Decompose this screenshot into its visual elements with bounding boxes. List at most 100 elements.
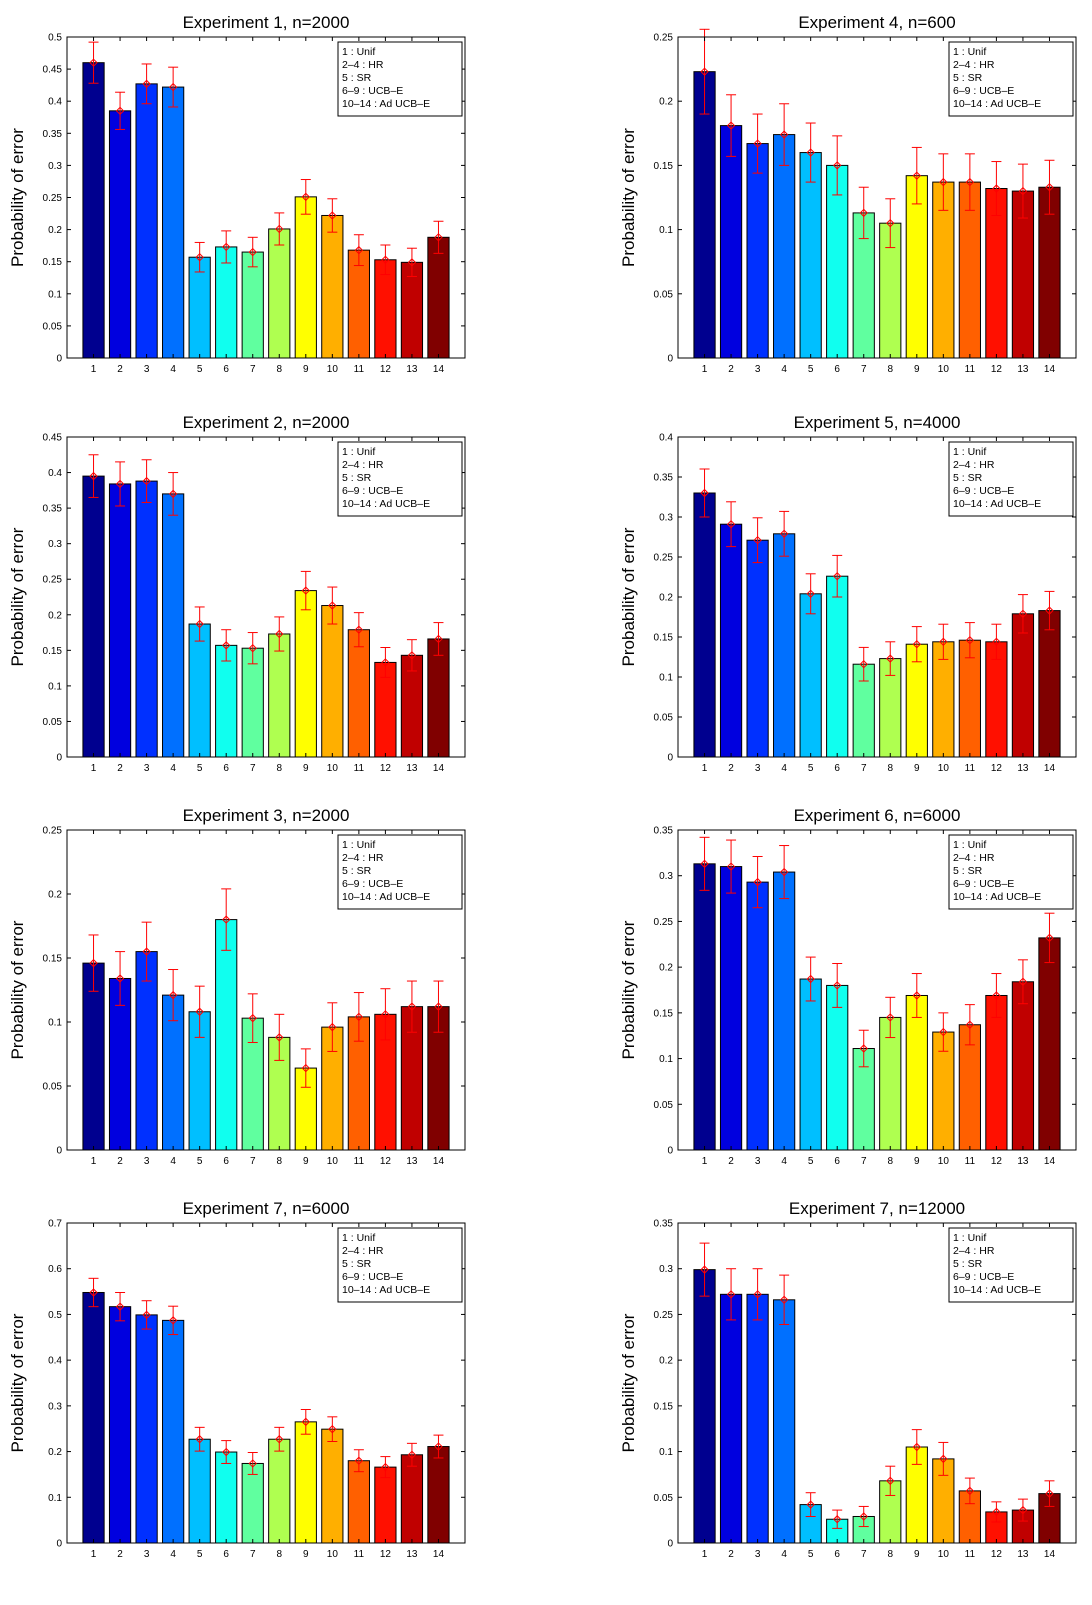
y-tick-label: 0.1 xyxy=(659,673,673,684)
x-tick-label: 2 xyxy=(728,364,734,375)
x-tick-label: 8 xyxy=(276,1549,282,1560)
mean-marker xyxy=(407,651,417,660)
mean-marker xyxy=(115,106,125,116)
mean-marker xyxy=(886,218,895,228)
x-tick-label: 13 xyxy=(406,763,418,774)
x-tick-label: 11 xyxy=(354,1549,365,1560)
x-tick-label: 13 xyxy=(1017,763,1029,774)
y-tick-label: 0 xyxy=(667,753,673,764)
x-tick-label: 2 xyxy=(117,763,123,774)
bar xyxy=(799,978,822,1151)
x-tick-label: 7 xyxy=(861,1156,867,1167)
bar xyxy=(82,1291,105,1544)
mean-marker xyxy=(195,252,204,262)
y-tick-label: 0.15 xyxy=(654,161,674,172)
legend-box xyxy=(948,1227,1074,1303)
y-tick-label: 0.1 xyxy=(659,1054,673,1065)
bar xyxy=(826,984,849,1151)
mean-marker xyxy=(434,233,443,242)
mean-marker xyxy=(779,1295,789,1305)
mean-marker xyxy=(726,862,736,871)
x-tick-label: 11 xyxy=(965,364,976,375)
bar xyxy=(374,1466,397,1544)
mean-marker xyxy=(912,639,922,649)
y-tick-label: 0.7 xyxy=(48,1219,62,1230)
bar xyxy=(719,1293,743,1544)
y-tick-label: 0.4 xyxy=(48,1356,62,1367)
mean-marker xyxy=(381,255,390,264)
mean-marker xyxy=(886,1013,895,1022)
x-tick-label: 13 xyxy=(1017,1156,1029,1167)
bar xyxy=(746,881,769,1151)
x-tick-label: 5 xyxy=(197,1156,203,1167)
bar xyxy=(294,196,317,359)
x-tick-label: 12 xyxy=(991,1549,1003,1560)
bar xyxy=(1011,981,1035,1151)
mean-marker xyxy=(275,629,284,639)
chart-title: Experiment 4, n=600 xyxy=(798,13,955,32)
chart-title: Experiment 7, n=12000 xyxy=(789,1199,965,1218)
mean-marker xyxy=(434,634,443,644)
legend-entry: 1 : Unif xyxy=(953,1232,986,1244)
x-tick-label: 11 xyxy=(965,1549,976,1560)
y-tick-label: 0 xyxy=(56,1539,62,1550)
mean-marker xyxy=(912,1442,922,1452)
bar xyxy=(108,1306,132,1544)
x-tick-label: 5 xyxy=(808,1549,814,1560)
x-tick-label: 9 xyxy=(303,1549,309,1560)
y-tick-label: 0.45 xyxy=(43,433,63,444)
x-tick-label: 12 xyxy=(380,1156,392,1167)
x-tick-label: 10 xyxy=(938,763,950,774)
mean-marker xyxy=(407,1002,417,1011)
mean-marker xyxy=(142,947,151,956)
y-tick-label: 0.5 xyxy=(48,1310,62,1321)
mean-marker xyxy=(115,974,125,983)
legend-entry: 5 : SR xyxy=(953,72,983,84)
bar xyxy=(719,866,743,1151)
legend-entry: 6–9 : UCB–E xyxy=(953,485,1014,497)
y-tick-label: 0.25 xyxy=(654,1310,674,1321)
mean-marker xyxy=(939,1027,948,1037)
legend-entry: 1 : Unif xyxy=(953,446,986,458)
legend-entry: 2–4 : HR xyxy=(342,59,384,71)
y-tick-label: 0.1 xyxy=(48,289,62,300)
x-tick-label: 2 xyxy=(728,1549,734,1560)
mean-marker xyxy=(195,619,204,629)
y-tick-label: 0.1 xyxy=(48,1493,62,1504)
mean-marker xyxy=(275,224,284,234)
mean-marker xyxy=(726,121,736,130)
y-tick-label: 0.15 xyxy=(43,257,63,268)
y-tick-label: 0.3 xyxy=(659,1264,673,1275)
x-tick-label: 7 xyxy=(250,763,256,774)
mean-marker xyxy=(354,1012,364,1022)
mean-marker xyxy=(832,571,842,581)
mean-marker xyxy=(859,208,868,218)
mean-marker xyxy=(965,1486,975,1496)
bar xyxy=(1038,610,1061,758)
mean-marker xyxy=(965,635,975,645)
mean-marker xyxy=(806,974,815,984)
y-tick-label: 0.4 xyxy=(659,433,673,444)
y-tick-label: 0.35 xyxy=(654,473,674,484)
x-tick-label: 8 xyxy=(276,763,282,774)
mean-marker xyxy=(89,958,98,968)
bar xyxy=(693,71,716,359)
legend-box xyxy=(337,441,463,517)
mean-marker xyxy=(992,1507,1001,1517)
y-tick-label: 0.2 xyxy=(48,225,62,236)
mean-marker xyxy=(301,192,311,202)
x-tick-label: 12 xyxy=(380,1549,392,1560)
x-tick-label: 11 xyxy=(965,763,976,774)
chart-title: Experiment 7, n=6000 xyxy=(183,1199,350,1218)
mean-marker xyxy=(142,476,151,486)
y-tick-label: 0.3 xyxy=(48,539,62,550)
mean-marker xyxy=(142,79,151,89)
mean-marker xyxy=(912,991,922,1000)
y-tick-label: 0.2 xyxy=(659,1356,673,1367)
mean-marker xyxy=(354,625,364,634)
mean-marker xyxy=(168,82,178,92)
x-tick-label: 9 xyxy=(914,1549,920,1560)
